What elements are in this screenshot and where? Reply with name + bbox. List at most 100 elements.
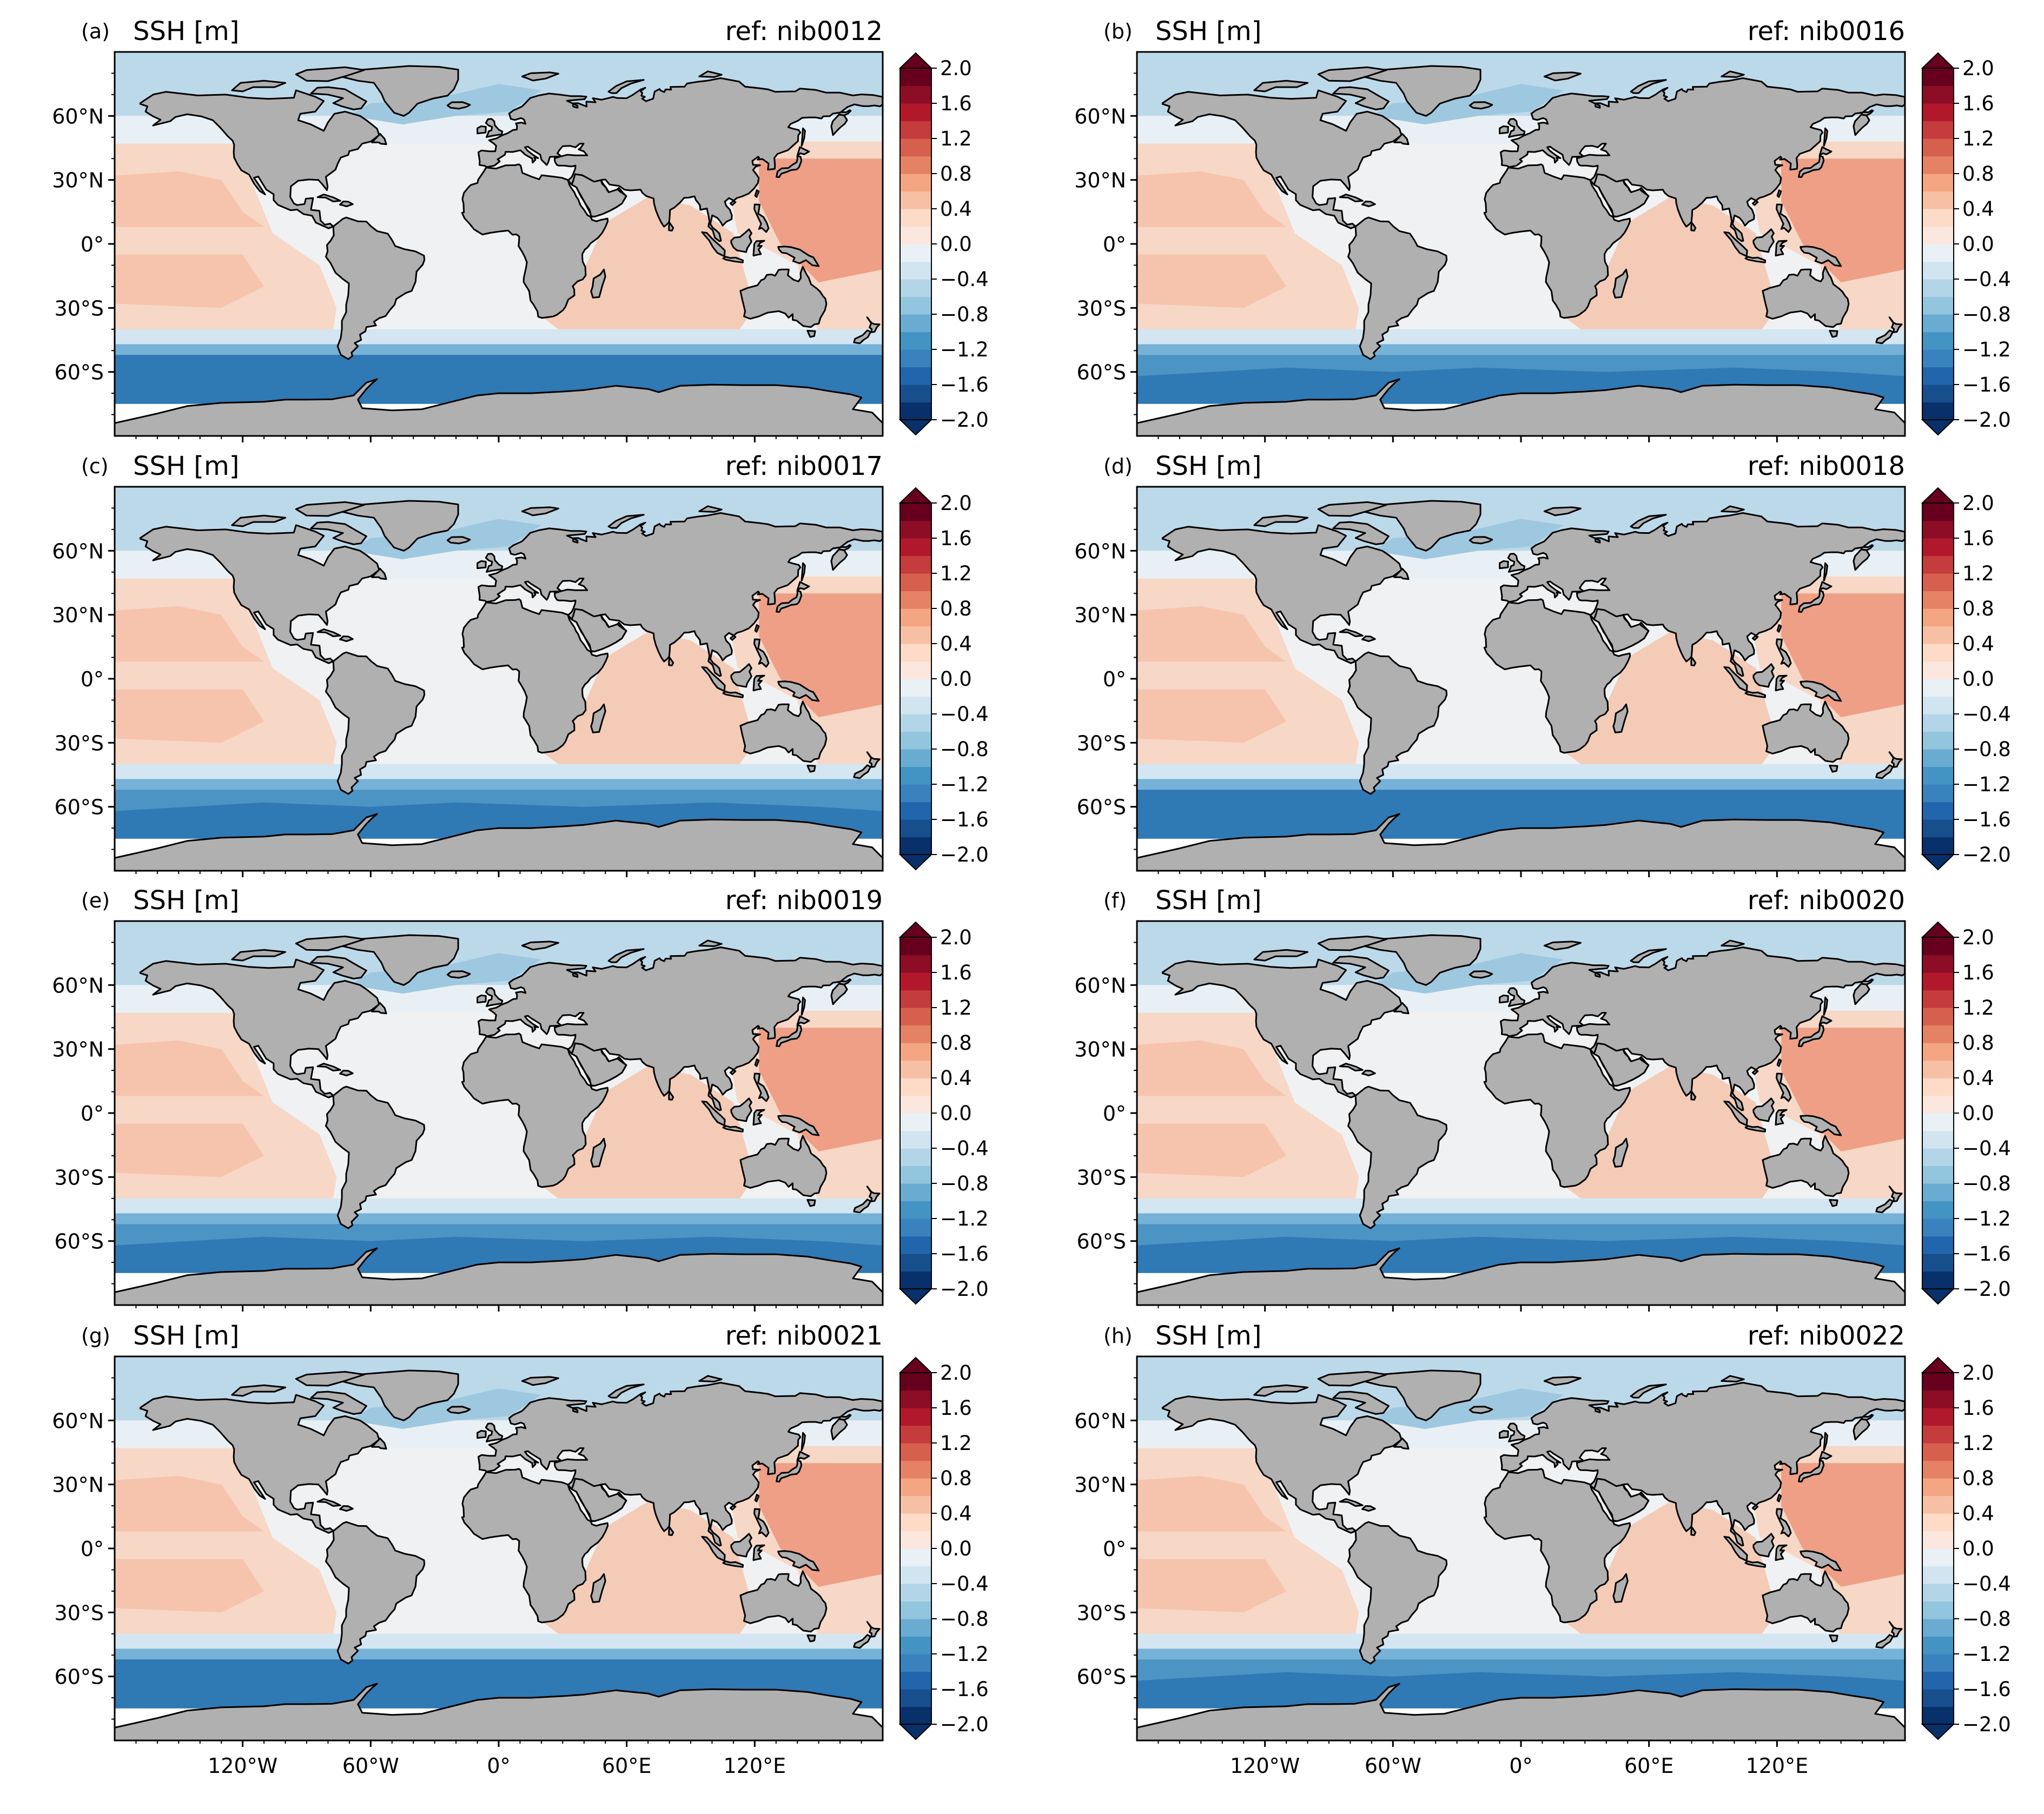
land-sumatra	[701, 1100, 726, 1127]
colorbar-level	[900, 538, 931, 557]
lat-tick-label: 60°N	[1074, 974, 1126, 997]
land-sakhalin	[801, 127, 806, 147]
land-australia	[1762, 1135, 1850, 1197]
colorbar-extend-max	[1921, 52, 1955, 69]
colorbar-tick-label: −0.8	[940, 1607, 989, 1631]
lon-tick-label: 60°W	[1365, 1754, 1421, 1778]
land-sakhalin	[1823, 996, 1828, 1016]
land-newfoundland	[1393, 1002, 1410, 1015]
land-ellesmere	[295, 1371, 365, 1387]
colorbar-level	[900, 731, 931, 750]
south-pacific-gyre	[115, 254, 264, 308]
land-madagascar	[590, 1573, 606, 1603]
land-cuba	[316, 194, 341, 202]
land-iceland	[1468, 970, 1493, 979]
panel-ref-label: ref: nib0019	[725, 885, 883, 916]
land-arabia-fix	[1593, 1478, 1650, 1522]
colorbar-level	[900, 1689, 931, 1707]
land-greenland	[342, 1369, 459, 1421]
lat-tick-label: 30°N	[52, 1038, 104, 1062]
land-baffin	[1332, 521, 1390, 545]
colorbar-level	[900, 279, 931, 297]
colorbar-tick-label: 0.8	[1962, 162, 1994, 186]
land-japan	[1798, 1024, 1825, 1047]
colorbar-level	[900, 1548, 931, 1567]
land-south-america	[325, 1521, 426, 1665]
colorbar-tick-label: −1.6	[1962, 808, 2011, 831]
colorbar-tick-label: 1.2	[1962, 1432, 1994, 1455]
lat-tick-label: 0°	[1103, 1102, 1126, 1126]
colorbar-level	[900, 244, 931, 262]
colorbar-level	[1922, 226, 1954, 244]
colorbar-extend-max	[898, 487, 933, 504]
colorbar-tick-label: 0.4	[940, 1067, 972, 1090]
land-hokkaido	[1818, 146, 1833, 156]
north-pacific-gyre	[115, 1040, 264, 1096]
colorbar-tick-label: 0.4	[1962, 1502, 1994, 1525]
land-sri-lanka	[1690, 222, 1697, 231]
lat-tick-label: 0°	[1103, 233, 1126, 256]
south-pacific-gyre	[1137, 1123, 1287, 1177]
land-uk	[1507, 1422, 1526, 1442]
colorbar-tick-label: −0.8	[1962, 1172, 2011, 1195]
colorbar-level	[900, 819, 931, 838]
colorbar-level	[900, 1130, 931, 1149]
land-greenland	[1364, 65, 1481, 117]
land-africa	[461, 1032, 609, 1188]
land-baffin	[310, 521, 367, 545]
land-hispaniola	[1361, 635, 1376, 643]
colorbar-level	[900, 955, 931, 973]
land-newfoundland	[371, 133, 387, 145]
panel-f: (f) SSH [m] ref: nib0020 60°N 30°N 0° 30°S 60°S…	[1074, 885, 2011, 1312]
land-sumatra	[1723, 1100, 1748, 1127]
colorbar-tick-label: −0.8	[1962, 303, 2011, 326]
land-cuba	[1339, 628, 1364, 637]
land-new-guinea	[1800, 1115, 1842, 1136]
lat-tick-label: 60°S	[55, 1665, 104, 1689]
land-arctic-islands	[1253, 1384, 1309, 1397]
land-hainan	[1751, 200, 1759, 206]
colorbar-tick-label: 1.6	[940, 527, 972, 550]
land-madagascar	[1612, 703, 1629, 733]
colorbar-level	[1922, 644, 1954, 662]
colorbar-tick-label: −1.6	[940, 1242, 989, 1266]
colorbar-tick-label: 1.2	[1962, 562, 1994, 585]
lat-tick-label: 60°N	[52, 974, 104, 997]
colorbar-level	[1922, 1584, 1954, 1602]
land-new-zealand-s	[1875, 329, 1894, 345]
land-arctic-islands	[231, 949, 287, 962]
colorbar-level	[900, 1236, 931, 1254]
colorbar-level	[1922, 385, 1954, 403]
colorbar-level	[900, 1619, 931, 1637]
colorbar-tick-label: −0.4	[1962, 1572, 2011, 1595]
land-severnaya	[1721, 505, 1745, 513]
lat-tick-label: 0°	[81, 233, 104, 256]
colorbar-level	[1922, 367, 1954, 385]
land-japan	[776, 1459, 803, 1482]
lat-tick-label: 30°S	[55, 1166, 104, 1189]
land-java	[722, 691, 744, 698]
colorbar-tick-label: 2.0	[1962, 492, 1994, 515]
land-newfoundland	[1393, 133, 1410, 145]
land-hainan	[1751, 1069, 1759, 1075]
colorbar-tick-label: −2.0	[1962, 843, 2011, 866]
lat-tick-label: 30°S	[55, 731, 104, 755]
colorbar-extend-min	[898, 854, 933, 871]
land-severnaya	[698, 939, 723, 947]
land-africa	[1483, 163, 1631, 319]
land-iceland	[446, 970, 471, 979]
land-ireland	[477, 994, 487, 1004]
colorbar-tick-label: −1.6	[1962, 373, 2011, 396]
colorbar-level	[900, 1078, 931, 1096]
colorbar-level	[1922, 1654, 1954, 1672]
colorbar-level	[1922, 1148, 1954, 1167]
colorbar-level	[1922, 679, 1954, 697]
colorbar-level	[1922, 573, 1954, 592]
colorbar-level	[1922, 349, 1954, 368]
land-eurasia	[478, 1382, 883, 1547]
colorbar-level	[1922, 1060, 1954, 1078]
colorbar-level	[900, 138, 931, 157]
lat-tick-label: 60°S	[55, 1230, 104, 1254]
panel-title: SSH [m]	[1155, 451, 1262, 481]
